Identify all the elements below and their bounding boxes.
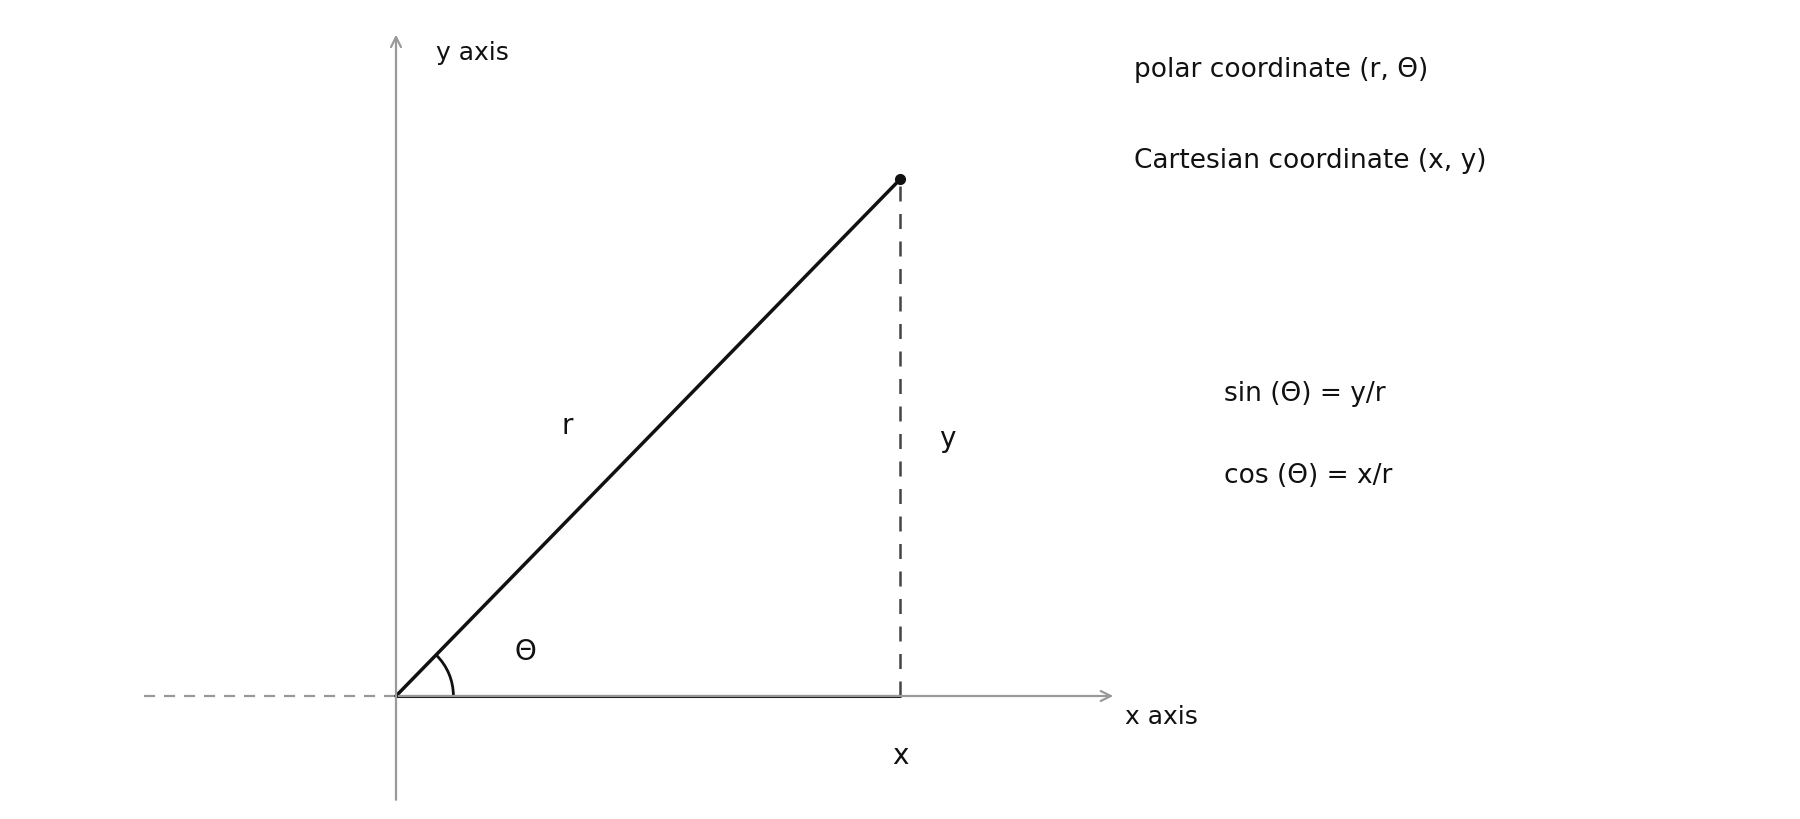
Text: polar coordinate (r, Θ): polar coordinate (r, Θ) <box>1134 57 1427 84</box>
Text: r: r <box>562 412 572 440</box>
Text: x: x <box>891 741 909 769</box>
Text: Cartesian coordinate (x, y): Cartesian coordinate (x, y) <box>1134 147 1487 174</box>
Text: cos (Θ) = x/r: cos (Θ) = x/r <box>1224 462 1393 488</box>
Text: Θ: Θ <box>515 637 536 665</box>
Text: sin (Θ) = y/r: sin (Θ) = y/r <box>1224 380 1386 406</box>
Text: y axis: y axis <box>436 41 508 65</box>
Text: y: y <box>940 424 956 452</box>
Text: x axis: x axis <box>1125 704 1197 729</box>
